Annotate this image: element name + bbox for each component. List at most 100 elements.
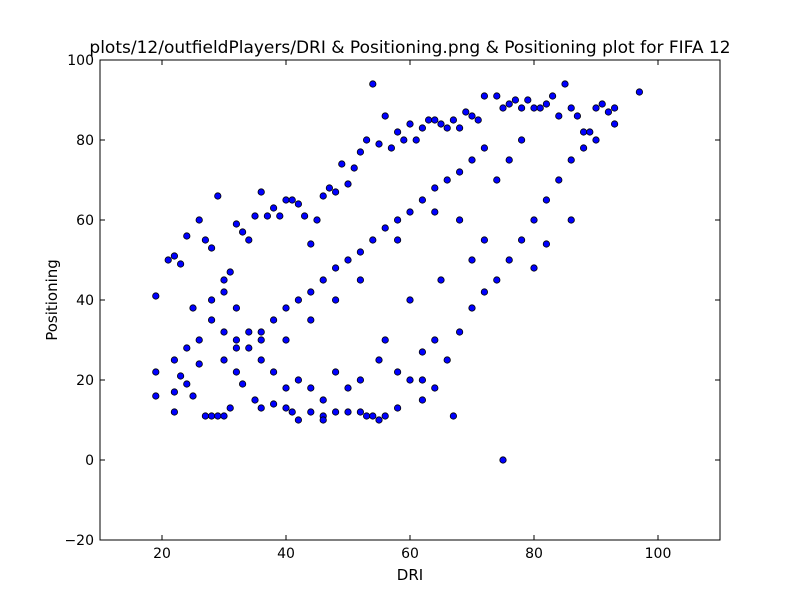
data-point-172 xyxy=(431,184,439,192)
data-point-62 xyxy=(369,80,377,88)
data-point-85 xyxy=(474,116,482,124)
data-point-21 xyxy=(220,412,228,420)
data-point-123 xyxy=(307,384,315,392)
data-point-89 xyxy=(499,104,507,112)
data-point-79 xyxy=(443,124,451,132)
y-tick-label-60: 60 xyxy=(76,213,94,229)
data-point-130 xyxy=(220,328,228,336)
data-point-186 xyxy=(257,336,265,344)
data-point-70 xyxy=(393,404,402,412)
data-point-80 xyxy=(449,412,457,420)
data-point-155 xyxy=(480,288,488,296)
data-point-42 xyxy=(294,200,302,208)
data-point-182 xyxy=(307,288,315,296)
data-point-142 xyxy=(356,276,364,284)
data-point-148 xyxy=(220,288,228,296)
data-point-8 xyxy=(177,372,185,380)
data-point-175 xyxy=(393,216,402,224)
data-point-45 xyxy=(307,240,315,248)
data-point-183 xyxy=(294,296,302,304)
data-point-145 xyxy=(282,336,290,344)
data-point-147 xyxy=(232,304,240,312)
ticks-layer: 20 40 60 80 100 −20 0 20 40 60 80 100 xyxy=(64,53,720,562)
data-point-97 xyxy=(542,100,551,108)
y-tick-label-40: 40 xyxy=(76,293,94,309)
chart-title: plots/12/outfieldPlayers/DRI & Positioni… xyxy=(89,38,730,58)
data-point-177 xyxy=(369,236,377,244)
points-layer xyxy=(152,80,644,464)
data-point-69 xyxy=(393,128,402,136)
data-point-50 xyxy=(319,416,327,424)
data-point-29 xyxy=(245,236,253,244)
data-point-66 xyxy=(381,112,389,120)
y-axis-label: Positioning xyxy=(43,259,61,341)
data-point-137 xyxy=(468,256,476,264)
data-point-20 xyxy=(214,412,222,420)
data-point-6 xyxy=(170,408,178,416)
data-point-125 xyxy=(282,384,290,392)
x-tick-label-80: 80 xyxy=(525,546,543,562)
data-point-59 xyxy=(356,408,364,416)
data-point-164 xyxy=(592,136,600,144)
x-tick-label-100: 100 xyxy=(645,546,672,562)
data-point-171 xyxy=(443,176,451,184)
data-point-187 xyxy=(245,328,253,336)
data-point-53 xyxy=(331,408,340,416)
data-point-5 xyxy=(170,388,178,396)
data-point-101 xyxy=(561,80,569,88)
data-point-153 xyxy=(455,328,464,336)
data-point-82 xyxy=(455,124,464,132)
data-point-94 xyxy=(530,104,538,112)
data-point-76 xyxy=(424,116,433,124)
data-point-120 xyxy=(344,384,352,392)
data-point-71 xyxy=(400,136,408,144)
y-tick-label-80: 80 xyxy=(76,133,94,149)
data-point-134 xyxy=(170,356,178,364)
y-tick-label-100: 100 xyxy=(67,53,94,69)
data-point-86 xyxy=(480,92,488,100)
data-point-169 xyxy=(468,156,476,164)
data-point-159 xyxy=(530,216,538,224)
data-point-3 xyxy=(164,256,172,264)
y-tick-label--20: −20 xyxy=(64,533,94,549)
data-point-173 xyxy=(418,196,426,204)
data-point-189 xyxy=(220,356,228,364)
data-point-87 xyxy=(493,92,501,100)
data-point-149 xyxy=(208,296,216,304)
data-point-58 xyxy=(356,148,364,156)
data-point-65 xyxy=(375,416,383,424)
data-point-138 xyxy=(480,236,488,244)
data-point-92 xyxy=(517,104,526,112)
data-point-55 xyxy=(344,180,352,188)
data-point-104 xyxy=(573,112,582,120)
data-point-113 xyxy=(375,356,383,364)
data-point-91 xyxy=(511,96,520,104)
data-point-19 xyxy=(214,192,222,200)
data-point-112 xyxy=(635,88,644,96)
data-point-37 xyxy=(276,212,284,220)
data-point-151 xyxy=(431,384,439,392)
data-point-117 xyxy=(431,336,439,344)
data-point-141 xyxy=(393,236,402,244)
data-point-100 xyxy=(555,112,563,120)
data-point-158 xyxy=(517,236,526,244)
data-point-116 xyxy=(418,348,426,356)
data-point-160 xyxy=(542,196,551,204)
data-point-27 xyxy=(239,228,247,236)
data-point-2 xyxy=(152,392,160,400)
data-point-81 xyxy=(449,116,457,124)
data-point-12 xyxy=(189,392,197,400)
data-point-44 xyxy=(300,212,309,220)
data-point-95 xyxy=(530,264,538,272)
data-point-163 xyxy=(579,144,588,152)
data-point-181 xyxy=(319,276,327,284)
data-point-176 xyxy=(381,224,389,232)
data-point-102 xyxy=(567,104,575,112)
data-point-35 xyxy=(269,204,278,212)
data-point-124 xyxy=(294,376,302,384)
data-point-93 xyxy=(524,96,532,104)
data-point-1 xyxy=(152,368,160,376)
data-point-166 xyxy=(505,156,513,164)
data-point-105 xyxy=(579,128,588,136)
data-point-161 xyxy=(555,176,563,184)
